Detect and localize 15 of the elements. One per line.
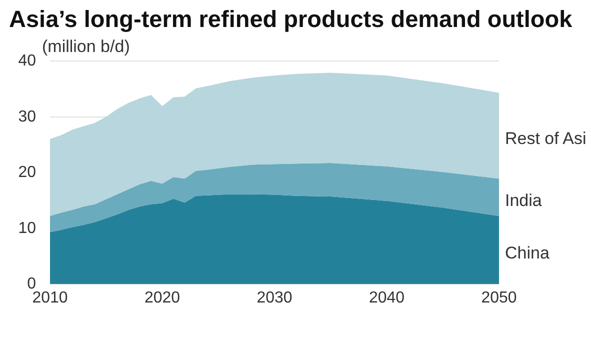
x-tick-label: 2010 <box>32 290 68 306</box>
y-tick-label: 0 <box>27 276 36 292</box>
y-tick-label: 40 <box>18 52 36 70</box>
x-tick-label: 2030 <box>256 290 292 306</box>
series-label: India <box>505 190 542 210</box>
chart-title: Asia’s long-term refined products demand outlook <box>9 6 574 32</box>
x-tick-label: 2020 <box>144 290 180 306</box>
y-axis-title: (million b/d) <box>42 37 130 56</box>
y-tick-label: 20 <box>18 164 36 181</box>
y-tick-label: 10 <box>18 220 36 237</box>
series-label: China <box>505 243 550 262</box>
x-tick-label: 2050 <box>481 290 517 306</box>
x-tick-label: 2040 <box>368 290 405 306</box>
series-label: Rest of Asi <box>505 129 586 148</box>
y-tick-label: 30 <box>18 108 36 126</box>
